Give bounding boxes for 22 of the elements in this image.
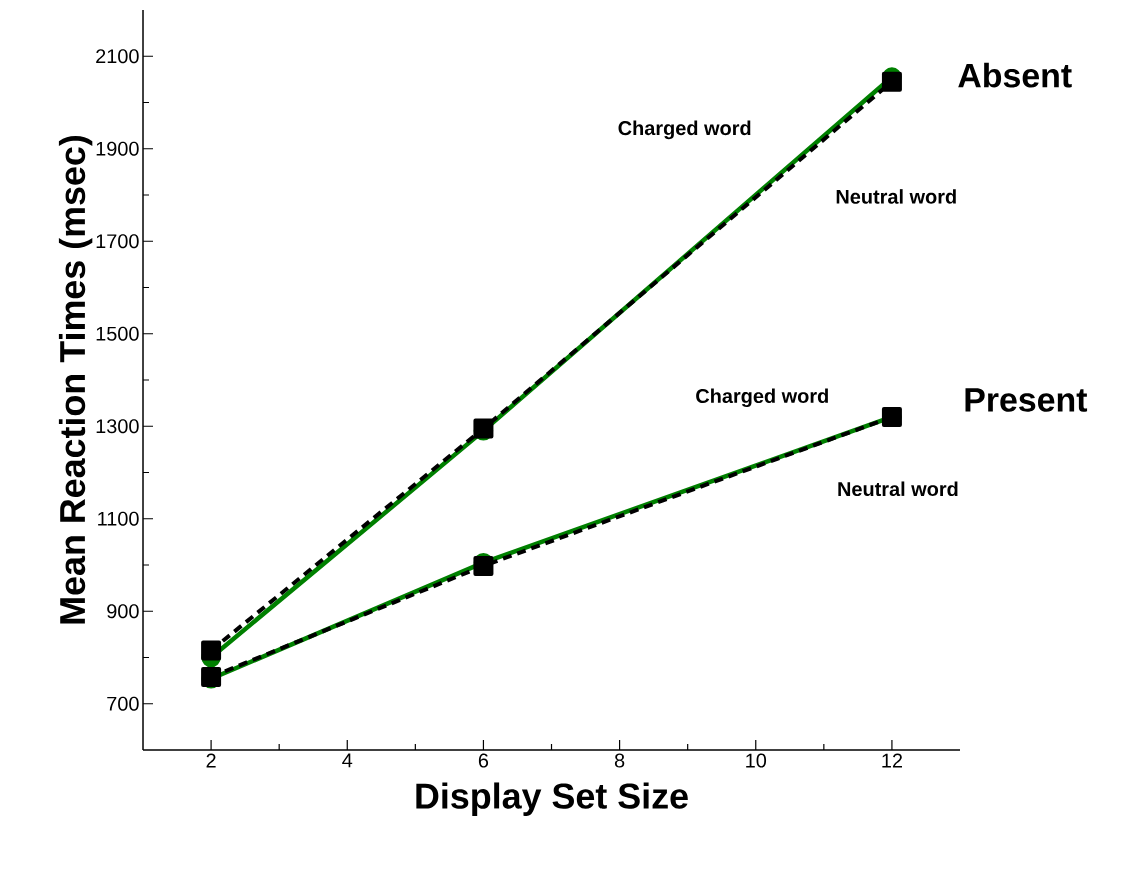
y-tick-label: 1700 xyxy=(96,234,139,249)
x-tick-label: 10 xyxy=(746,753,767,768)
y-tick-label: 900 xyxy=(107,604,139,619)
y-tick-label: 1100 xyxy=(98,511,139,526)
y-tick-label: 1300 xyxy=(96,419,139,434)
y-tick-label: 1500 xyxy=(96,326,139,341)
annotation: Charged word xyxy=(696,388,828,408)
y-axis-title: Mean Reaction Times (msec) xyxy=(58,136,93,624)
annotation: Charged word xyxy=(618,120,751,140)
y-tick-label: 700 xyxy=(107,696,139,711)
x-tick-label: 8 xyxy=(614,753,625,768)
x-tick-label: 12 xyxy=(882,753,902,768)
annotation: Neutral word xyxy=(838,481,958,497)
x-tick-label: 2 xyxy=(206,753,216,768)
x-tick-label: 6 xyxy=(478,753,489,768)
y-tick-label: 2100 xyxy=(96,49,139,64)
x-tick-label: 4 xyxy=(342,753,353,768)
x-axis-title: Display Set Size xyxy=(416,782,688,816)
text: Present xyxy=(965,388,1088,412)
annotation: Absent xyxy=(958,62,1072,88)
y-tick-label: 1900 xyxy=(96,141,139,156)
annotation: Neutral word xyxy=(836,189,956,204)
